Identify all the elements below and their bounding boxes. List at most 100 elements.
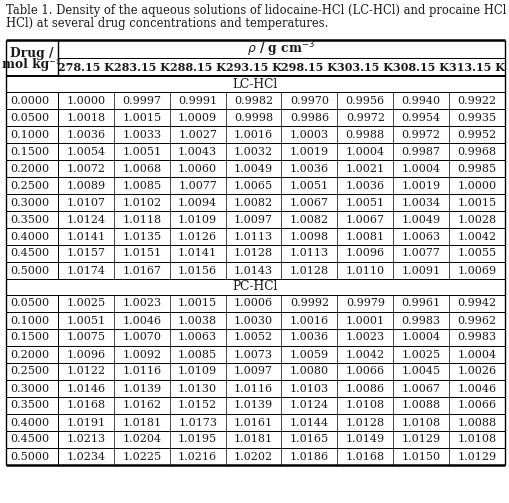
Text: 0.3000: 0.3000 [10,383,49,393]
Text: 1.0146: 1.0146 [66,383,105,393]
Text: 1.0139: 1.0139 [122,383,161,393]
Text: 1.0023: 1.0023 [122,298,161,308]
Text: 1.0009: 1.0009 [178,113,217,123]
Text: 1.0089: 1.0089 [66,181,105,191]
Text: 1.0069: 1.0069 [458,266,497,276]
Text: 1.0165: 1.0165 [290,435,329,445]
Text: 0.4000: 0.4000 [10,231,49,241]
Text: 1.0004: 1.0004 [402,163,441,174]
Text: 1.0000: 1.0000 [458,181,497,191]
Text: 1.0130: 1.0130 [178,383,217,393]
Text: mol kg⁻¹: mol kg⁻¹ [3,57,62,70]
Text: 1.0085: 1.0085 [122,181,161,191]
Text: 1.0063: 1.0063 [178,332,217,343]
Text: 1.0191: 1.0191 [66,417,105,428]
Text: 1.0026: 1.0026 [458,367,497,377]
Text: 0.1500: 0.1500 [10,146,49,156]
Text: 1.0167: 1.0167 [122,266,161,276]
Text: 1.0097: 1.0097 [234,214,273,224]
Text: 1.0019: 1.0019 [290,146,329,156]
Text: 1.0113: 1.0113 [290,248,329,259]
Text: 1.0015: 1.0015 [122,113,161,123]
Text: 1.0143: 1.0143 [234,266,273,276]
Text: 0.1500: 0.1500 [10,332,49,343]
Text: 0.1000: 0.1000 [10,129,49,139]
Text: 1.0055: 1.0055 [458,248,497,259]
Text: 1.0036: 1.0036 [290,163,329,174]
Text: 1.0128: 1.0128 [290,266,329,276]
Text: 1.0128: 1.0128 [346,417,385,428]
Text: 1.0028: 1.0028 [458,214,497,224]
Text: $\rho$ / g cm$^{-3}$: $\rho$ / g cm$^{-3}$ [247,39,316,59]
Text: 0.3000: 0.3000 [10,198,49,208]
Text: 1.0173: 1.0173 [178,417,217,428]
Text: 1.0141: 1.0141 [178,248,217,259]
Text: 1.0051: 1.0051 [66,315,105,325]
Text: 1.0096: 1.0096 [346,248,385,259]
Text: 0.0500: 0.0500 [10,113,49,123]
Text: 0.9972: 0.9972 [402,129,441,139]
Text: 1.0088: 1.0088 [402,400,441,410]
Text: 1.0046: 1.0046 [122,315,161,325]
Text: 0.9988: 0.9988 [346,129,385,139]
Text: 298.15 K: 298.15 K [281,61,337,72]
Text: 0.2500: 0.2500 [10,181,49,191]
Text: 1.0015: 1.0015 [178,298,217,308]
Text: 1.0042: 1.0042 [346,350,385,360]
Text: 1.0070: 1.0070 [122,332,161,343]
Text: 1.0124: 1.0124 [290,400,329,410]
Text: 1.0036: 1.0036 [290,332,329,343]
Text: 0.2000: 0.2000 [10,350,49,360]
Text: 1.0066: 1.0066 [346,367,385,377]
Text: 1.0068: 1.0068 [122,163,161,174]
Text: 1.0162: 1.0162 [122,400,161,410]
Text: 1.0016: 1.0016 [290,315,329,325]
Text: 1.0030: 1.0030 [234,315,273,325]
Text: 1.0045: 1.0045 [402,367,441,377]
Text: Table 1. Density of the aqueous solutions of lidocaine-HCl (LC-HCl) and procaine: Table 1. Density of the aqueous solution… [6,4,509,17]
Text: 1.0151: 1.0151 [122,248,161,259]
Text: PC-HCl: PC-HCl [233,281,278,293]
Text: 1.0097: 1.0097 [234,367,273,377]
Text: 0.1000: 0.1000 [10,315,49,325]
Text: 1.0034: 1.0034 [402,198,441,208]
Text: 0.9997: 0.9997 [122,96,161,106]
Text: 1.0128: 1.0128 [234,248,273,259]
Text: 0.3500: 0.3500 [10,214,49,224]
Text: 1.0082: 1.0082 [290,214,329,224]
Text: 1.0001: 1.0001 [346,315,385,325]
Text: 1.0150: 1.0150 [402,452,441,461]
Text: 1.0204: 1.0204 [122,435,161,445]
Text: 1.0021: 1.0021 [346,163,385,174]
Text: 0.4000: 0.4000 [10,417,49,428]
Text: 1.0152: 1.0152 [178,400,217,410]
Text: 1.0195: 1.0195 [178,435,217,445]
Text: 1.0059: 1.0059 [290,350,329,360]
Text: 1.0108: 1.0108 [402,417,441,428]
Text: 0.4500: 0.4500 [10,248,49,259]
Text: 0.9954: 0.9954 [402,113,441,123]
Text: 1.0110: 1.0110 [346,266,385,276]
Text: 293.15 K: 293.15 K [225,61,281,72]
Text: 1.0006: 1.0006 [234,298,273,308]
Text: 1.0107: 1.0107 [67,198,105,208]
Text: 1.0067: 1.0067 [346,214,385,224]
Text: 1.0052: 1.0052 [234,332,273,343]
Text: 1.0126: 1.0126 [178,231,217,241]
Text: 1.0139: 1.0139 [234,400,273,410]
Text: 1.0025: 1.0025 [402,350,441,360]
Text: 0.9992: 0.9992 [290,298,329,308]
Text: 1.0161: 1.0161 [234,417,273,428]
Text: 1.0168: 1.0168 [346,452,385,461]
Text: 303.15 K: 303.15 K [337,61,393,72]
Text: 1.0077: 1.0077 [402,248,441,259]
Text: 0.9983: 0.9983 [458,332,497,343]
Text: 1.0075: 1.0075 [67,332,105,343]
Text: 0.9972: 0.9972 [346,113,385,123]
Text: 1.0141: 1.0141 [66,231,105,241]
Text: 0.5000: 0.5000 [10,452,49,461]
Text: 1.0181: 1.0181 [122,417,161,428]
Text: 1.0085: 1.0085 [178,350,217,360]
Text: 1.0004: 1.0004 [346,146,385,156]
Text: 0.9962: 0.9962 [458,315,497,325]
